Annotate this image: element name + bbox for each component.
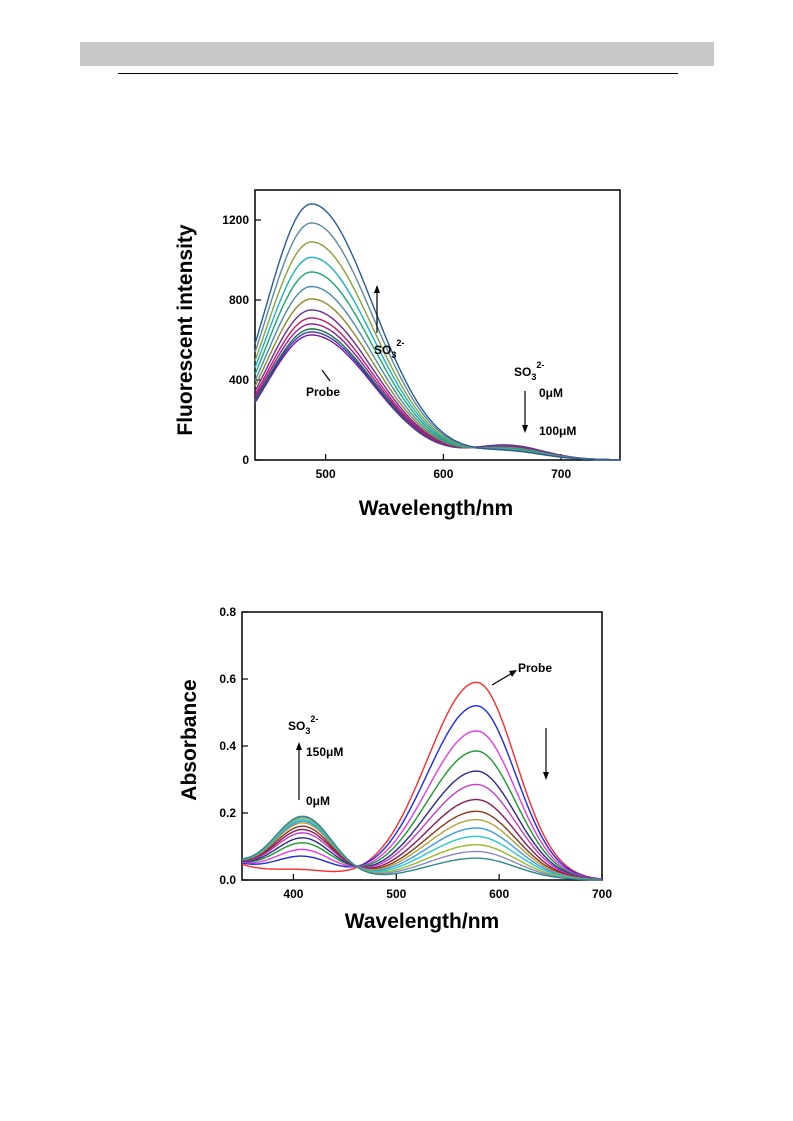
so3-right-label: SO32-	[514, 360, 544, 382]
fluorescence-axes-frame	[254, 189, 621, 461]
absorbance-series-line	[241, 815, 603, 881]
absorbance-chart: 400 500 600 700 0.0 0.2 0.4 0.6 0.8 Wavelength/n…	[178, 605, 612, 933]
abs-down-arrowhead	[543, 772, 549, 780]
probe-label-abs: Probe	[518, 661, 552, 675]
fluorescence-series-line	[254, 203, 620, 461]
probe-arrowhead-abs	[509, 670, 517, 677]
absorbance-y-tick-label: 0.4	[219, 739, 236, 753]
absorbance-series-line	[241, 783, 603, 881]
header-bar	[80, 42, 714, 66]
fluorescence-ylabel: Fluorescent intensity	[174, 224, 197, 436]
absorbance-x-tick-label: 400	[283, 887, 303, 901]
fluorescence-xlabel: Wavelength/nm	[359, 497, 513, 520]
absorbance-xlabel: Wavelength/nm	[345, 910, 499, 933]
so3-left-label: SO32-	[374, 338, 404, 360]
probe-arrow-abs	[491, 671, 515, 686]
absorbance-axes-frame	[241, 611, 603, 881]
absorbance-series-line	[241, 818, 602, 881]
probe-arrow	[321, 369, 331, 382]
absorbance-series-line	[241, 681, 603, 880]
absorbance-y-tick-label: 0.8	[219, 605, 236, 619]
fluorescence-x-tick-label: 700	[551, 467, 571, 481]
conc-high-label: 150μM	[306, 745, 343, 759]
absorbance-annotations: Probe SO32- 150μM 0μM	[288, 661, 552, 808]
absorbance-series-line	[241, 730, 603, 880]
absorbance-y-tick-label: 0.0	[219, 873, 236, 887]
header-rule	[118, 73, 678, 74]
absorbance-y-tick-label: 0.6	[219, 672, 236, 686]
absorbance-series-line	[241, 750, 603, 880]
conc-start-label: 0μM	[539, 386, 563, 400]
fluorescence-y-tick-label: 0	[242, 453, 249, 467]
fluorescence-x-tick-label: 500	[316, 467, 336, 481]
absorbance-plot-area: 400 500 600 700 0.0 0.2 0.4 0.6 0.8	[219, 605, 612, 901]
fluorescence-y-tick-label: 1200	[222, 213, 249, 227]
conc-low-label: 0μM	[306, 794, 330, 808]
absorbance-series-line	[241, 704, 603, 880]
abs-up-arrowhead	[296, 742, 302, 750]
absorbance-series-line	[241, 810, 603, 881]
so3-abs-label: SO32-	[288, 714, 318, 736]
absorbance-x-tick-label: 600	[489, 887, 509, 901]
absorbance-ylabel: Absorbance	[178, 679, 201, 800]
so3-up-arrowhead	[374, 285, 380, 293]
fluorescence-x-tick-label: 600	[433, 467, 453, 481]
fluorescence-annotations: Probe SO32- SO32- 0μM 100μM	[306, 285, 576, 438]
so3-down-arrowhead	[522, 425, 528, 433]
absorbance-series-line	[241, 770, 603, 881]
absorbance-series-line	[241, 817, 602, 881]
fluorescence-y-tick-label: 400	[229, 373, 249, 387]
absorbance-y-tick-label: 0.2	[219, 806, 236, 820]
fluorescence-chart: 500 600 700 0 400 800 1200 Wavelength/nm Fluor…	[174, 189, 621, 520]
fluorescence-y-tick-label: 800	[229, 293, 249, 307]
absorbance-series-line	[241, 820, 603, 881]
absorbance-series-line	[241, 818, 602, 881]
probe-label: Probe	[306, 385, 340, 399]
absorbance-x-tick-label: 700	[592, 887, 612, 901]
absorbance-x-tick-label: 500	[386, 887, 406, 901]
absorbance-series-line	[242, 798, 603, 881]
fluorescence-plot-area: 500 600 700 0 400 800 1200	[222, 189, 621, 481]
conc-end-label: 100μM	[539, 424, 576, 438]
